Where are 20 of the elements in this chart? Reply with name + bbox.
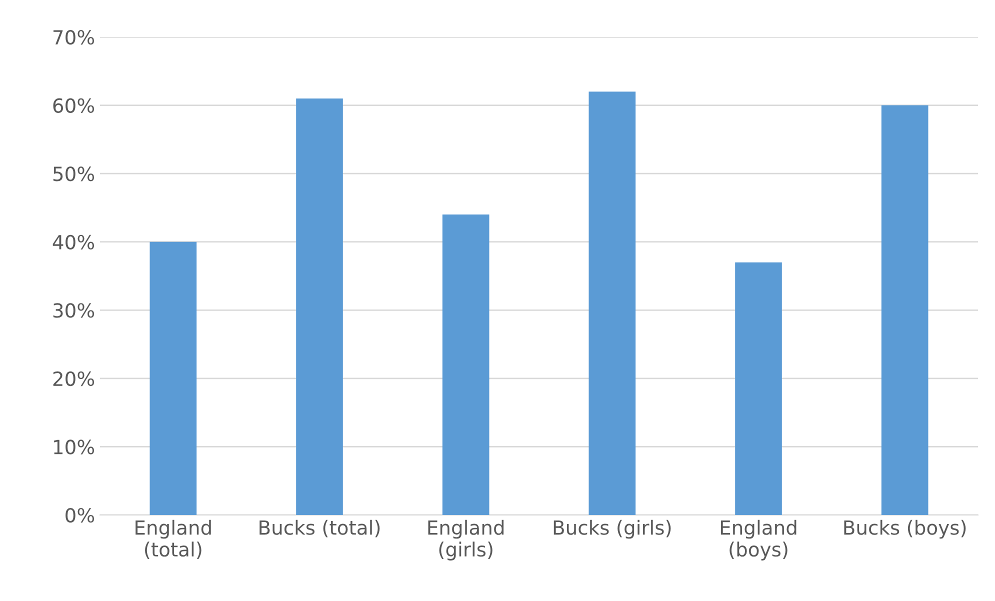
bar (150, 242, 197, 515)
y-tick-label: 40% (52, 234, 94, 250)
x-tick-label: England (girls) (428, 520, 504, 560)
x-tick-label: Bucks (girls) (554, 520, 671, 539)
x-tick-label: Bucks (total) (260, 520, 380, 538)
y-tick-label: 20% (53, 371, 94, 386)
x-tick-label: England (boys) (720, 520, 796, 560)
y-tick-label: 0% (66, 508, 94, 523)
y-tick-label: 50% (53, 166, 94, 182)
y-tick-label: 70% (54, 30, 94, 45)
y-tick-label: 30% (53, 303, 94, 318)
y-tick-label: 10% (54, 440, 94, 454)
y-tick-label: 60% (53, 98, 94, 113)
bar (588, 92, 636, 515)
bar (881, 105, 928, 515)
bar (296, 98, 343, 515)
x-tick-label: Bucks (boys) (844, 520, 966, 539)
x-tick-label: England (total) (136, 520, 211, 559)
bar (442, 214, 490, 515)
bar (735, 262, 782, 515)
